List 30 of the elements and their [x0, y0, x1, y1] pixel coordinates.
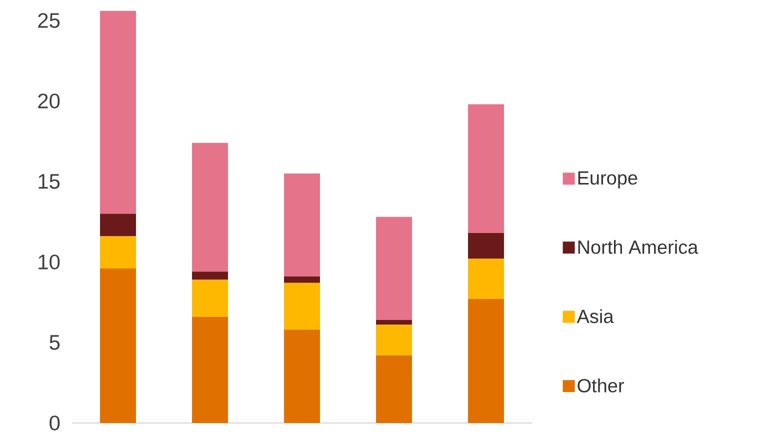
bar — [100, 214, 136, 236]
y-tick-label: 5 — [50, 335, 60, 350]
y-tick-label: 0 — [50, 416, 60, 430]
bar — [192, 142, 228, 272]
legend-label: North America — [578, 240, 698, 254]
bar — [468, 104, 504, 234]
legend-label: Other — [578, 378, 624, 392]
bar — [192, 316, 228, 423]
bar — [100, 268, 136, 423]
y-tick-label: 25 — [38, 13, 60, 28]
y-tick-label: 15 — [38, 174, 60, 189]
bar — [284, 276, 320, 283]
bar — [192, 280, 228, 317]
legend-label: Europe — [578, 171, 638, 188]
bar — [468, 299, 504, 423]
bar — [468, 258, 504, 300]
bar — [284, 330, 320, 423]
bar — [100, 236, 136, 268]
bar — [192, 272, 228, 280]
bar — [376, 320, 412, 325]
bar — [376, 324, 412, 356]
y-tick-label: 20 — [38, 94, 60, 108]
bar — [100, 10, 136, 214]
bar — [376, 355, 412, 423]
bar — [468, 233, 504, 259]
bar — [376, 216, 412, 320]
bar — [284, 282, 320, 330]
legend-label: Asia — [576, 309, 614, 324]
y-tick-label: 10 — [38, 254, 60, 270]
bar — [284, 173, 320, 276]
